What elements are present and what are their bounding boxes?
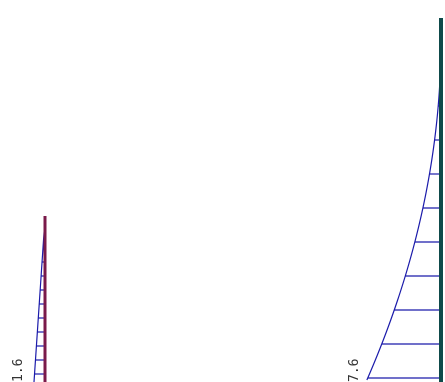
left-value-label: 1.6 bbox=[11, 359, 26, 382]
left-diagram-envelope bbox=[33, 217, 46, 382]
right-hatch-lines bbox=[367, 71, 441, 379]
right-diagram-envelope bbox=[366, 39, 442, 381]
left-force-diagram: 1.6 bbox=[11, 216, 47, 382]
right-value-label: 7.6 bbox=[347, 359, 362, 382]
right-force-diagram: 7.6 bbox=[347, 18, 443, 382]
